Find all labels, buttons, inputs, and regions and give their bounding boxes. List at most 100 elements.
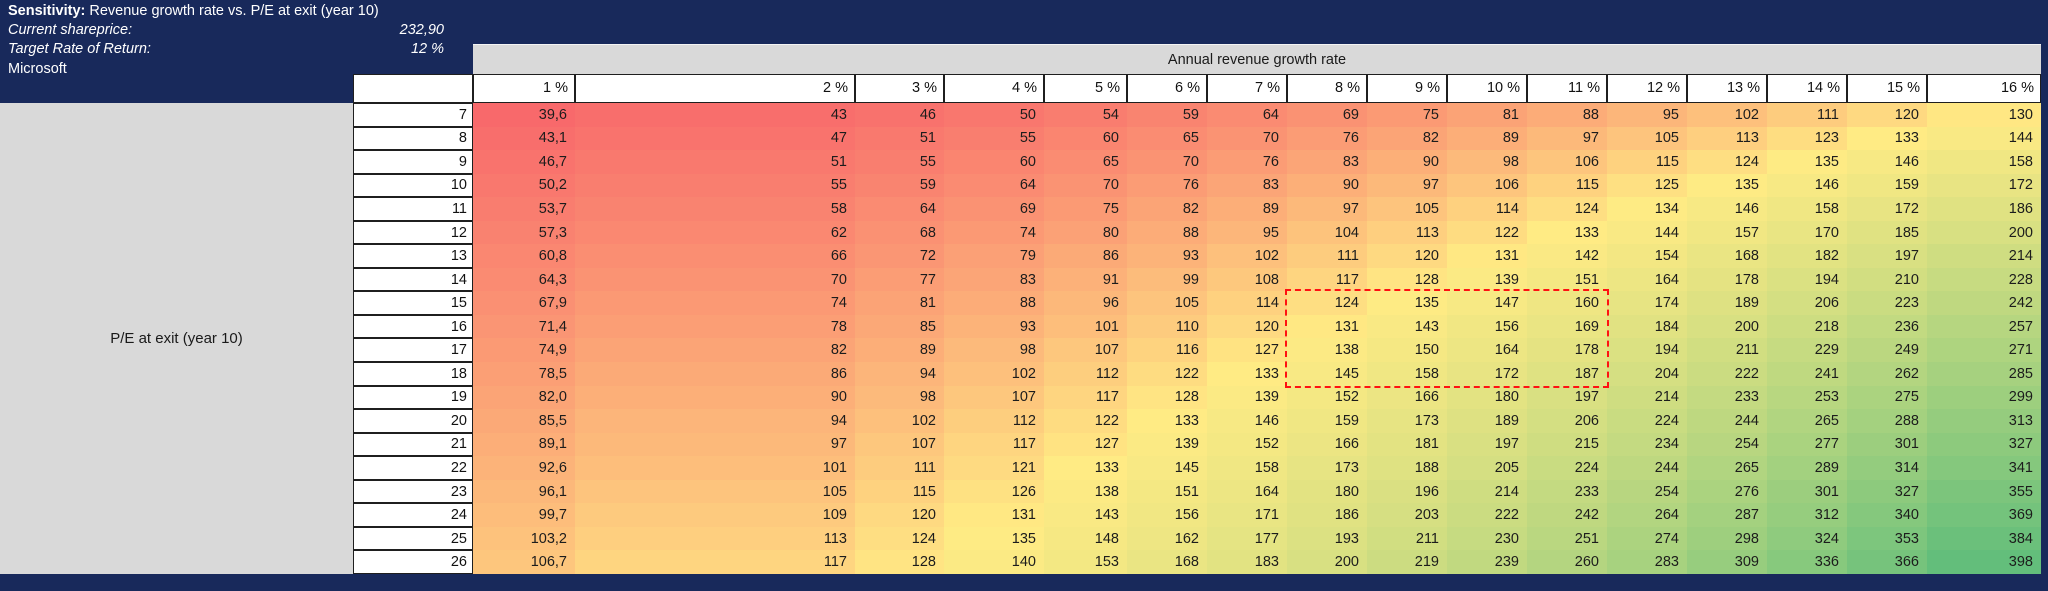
data-cell[interactable]: 122	[1447, 220, 1527, 245]
row-header-17[interactable]: 17	[353, 338, 473, 363]
data-cell[interactable]: 200	[1687, 314, 1767, 339]
data-cell[interactable]: 168	[1127, 550, 1207, 574]
data-cell[interactable]: 43	[575, 103, 855, 127]
data-cell[interactable]: 242	[1527, 503, 1607, 527]
data-cell[interactable]: 95	[1207, 220, 1287, 245]
data-cell[interactable]: 233	[1527, 479, 1607, 504]
data-cell[interactable]: 64,3	[473, 267, 575, 292]
data-cell[interactable]: 102	[1207, 244, 1287, 268]
data-cell[interactable]: 159	[1287, 409, 1367, 433]
data-cell[interactable]: 89	[1207, 197, 1287, 221]
data-cell[interactable]: 57,3	[473, 220, 575, 245]
data-cell[interactable]: 82	[1127, 197, 1207, 221]
data-cell[interactable]: 180	[1447, 385, 1527, 410]
data-cell[interactable]: 80	[1044, 220, 1127, 245]
data-cell[interactable]: 82	[1367, 126, 1447, 151]
data-cell[interactable]: 164	[1207, 479, 1287, 504]
data-cell[interactable]: 146	[1687, 197, 1767, 221]
data-cell[interactable]: 324	[1767, 526, 1847, 551]
data-cell[interactable]: 239	[1447, 550, 1527, 574]
data-cell[interactable]: 283	[1607, 550, 1687, 574]
data-cell[interactable]: 112	[944, 409, 1044, 433]
data-cell[interactable]: 120	[855, 503, 944, 527]
data-cell[interactable]: 59	[855, 173, 944, 198]
data-cell[interactable]: 138	[1044, 479, 1127, 504]
data-cell[interactable]: 211	[1367, 526, 1447, 551]
data-cell[interactable]: 107	[944, 385, 1044, 410]
data-cell[interactable]: 206	[1527, 409, 1607, 433]
data-cell[interactable]: 182	[1767, 244, 1847, 268]
data-cell[interactable]: 111	[1287, 244, 1367, 268]
data-cell[interactable]: 196	[1367, 479, 1447, 504]
data-cell[interactable]: 70	[1044, 173, 1127, 198]
data-cell[interactable]: 159	[1847, 173, 1927, 198]
data-cell[interactable]: 139	[1447, 267, 1527, 292]
data-cell[interactable]: 144	[1927, 126, 2041, 151]
row-header-8[interactable]: 8	[353, 126, 473, 151]
data-cell[interactable]: 50,2	[473, 173, 575, 198]
data-cell[interactable]: 178	[1687, 267, 1767, 292]
col-header-13%[interactable]: 13 %	[1687, 74, 1767, 103]
data-cell[interactable]: 173	[1367, 409, 1447, 433]
data-cell[interactable]: 169	[1527, 314, 1607, 339]
data-cell[interactable]: 99	[1127, 267, 1207, 292]
data-cell[interactable]: 180	[1287, 479, 1367, 504]
shareprice-value[interactable]: 232,90	[399, 22, 444, 38]
data-cell[interactable]: 115	[855, 479, 944, 504]
data-cell[interactable]: 76	[1207, 150, 1287, 174]
row-header-24[interactable]: 24	[353, 503, 473, 527]
data-cell[interactable]: 43,1	[473, 126, 575, 151]
data-cell[interactable]: 257	[1927, 314, 2041, 339]
data-cell[interactable]: 173	[1287, 456, 1367, 480]
data-cell[interactable]: 130	[1927, 103, 2041, 127]
data-cell[interactable]: 152	[1287, 385, 1367, 410]
data-cell[interactable]: 144	[1607, 220, 1687, 245]
data-cell[interactable]: 88	[1127, 220, 1207, 245]
data-cell[interactable]: 145	[1127, 456, 1207, 480]
data-cell[interactable]: 79	[944, 244, 1044, 268]
data-cell[interactable]: 97	[1527, 126, 1607, 151]
data-cell[interactable]: 146	[1847, 150, 1927, 174]
data-cell[interactable]: 71,4	[473, 314, 575, 339]
data-cell[interactable]: 210	[1847, 267, 1927, 292]
data-cell[interactable]: 341	[1927, 456, 2041, 480]
data-cell[interactable]: 106,7	[473, 550, 575, 574]
data-cell[interactable]: 135	[944, 526, 1044, 551]
data-cell[interactable]: 75	[1367, 103, 1447, 127]
data-cell[interactable]: 133	[1207, 362, 1287, 386]
data-cell[interactable]: 211	[1687, 338, 1767, 363]
data-cell[interactable]: 168	[1687, 244, 1767, 268]
data-cell[interactable]: 133	[1847, 126, 1927, 151]
col-header-6%[interactable]: 6 %	[1127, 74, 1207, 103]
data-cell[interactable]: 224	[1607, 409, 1687, 433]
data-cell[interactable]: 244	[1687, 409, 1767, 433]
data-cell[interactable]: 55	[944, 126, 1044, 151]
row-header-15[interactable]: 15	[353, 291, 473, 315]
data-cell[interactable]: 105	[1607, 126, 1687, 151]
col-header-8%[interactable]: 8 %	[1287, 74, 1367, 103]
data-cell[interactable]: 384	[1927, 526, 2041, 551]
data-cell[interactable]: 107	[1044, 338, 1127, 363]
data-cell[interactable]: 107	[855, 432, 944, 457]
data-cell[interactable]: 271	[1927, 338, 2041, 363]
data-cell[interactable]: 224	[1527, 456, 1607, 480]
data-cell[interactable]: 58	[575, 197, 855, 221]
data-cell[interactable]: 53,7	[473, 197, 575, 221]
data-cell[interactable]: 215	[1527, 432, 1607, 457]
data-cell[interactable]: 214	[1927, 244, 2041, 268]
row-header-13[interactable]: 13	[353, 244, 473, 268]
data-cell[interactable]: 116	[1127, 338, 1207, 363]
data-cell[interactable]: 285	[1927, 362, 2041, 386]
data-cell[interactable]: 253	[1767, 385, 1847, 410]
data-cell[interactable]: 113	[1687, 126, 1767, 151]
data-cell[interactable]: 193	[1287, 526, 1367, 551]
data-cell[interactable]: 186	[1287, 503, 1367, 527]
row-header-21[interactable]: 21	[353, 432, 473, 457]
data-cell[interactable]: 94	[575, 409, 855, 433]
data-cell[interactable]: 340	[1847, 503, 1927, 527]
data-cell[interactable]: 135	[1687, 173, 1767, 198]
data-cell[interactable]: 242	[1927, 291, 2041, 315]
col-header-15%[interactable]: 15 %	[1847, 74, 1927, 103]
data-cell[interactable]: 178	[1527, 338, 1607, 363]
data-cell[interactable]: 143	[1044, 503, 1127, 527]
